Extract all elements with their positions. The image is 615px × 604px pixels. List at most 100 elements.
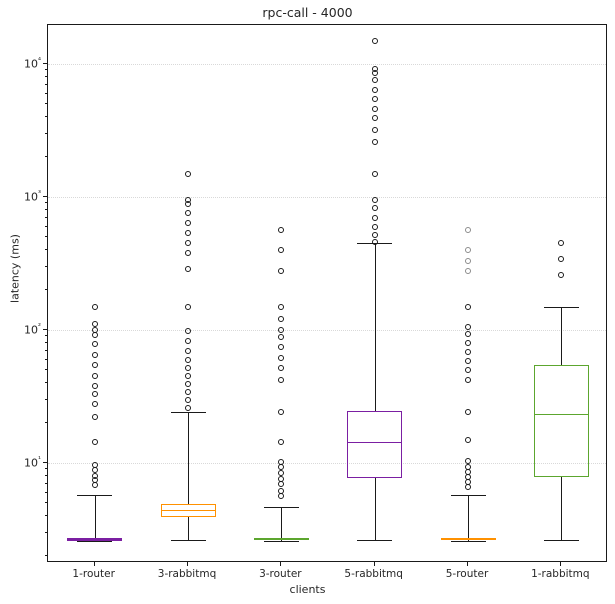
outlier-point <box>278 327 285 333</box>
y-minor-tick-mark <box>44 341 47 343</box>
outlier-point <box>91 361 98 368</box>
outlier-point <box>278 438 285 445</box>
outlier-point <box>91 462 98 469</box>
plot-area <box>47 24 607 562</box>
outlier-point <box>278 409 285 416</box>
x-tick-mark <box>93 562 95 566</box>
x-tick-label-1-router: 1-router <box>72 568 115 580</box>
outlier-point <box>91 472 98 479</box>
y-minor-tick-mark <box>44 381 47 383</box>
outlier-point <box>558 240 565 247</box>
x-tick-label-5-rabbitmq: 5-rabbitmq <box>344 568 403 580</box>
whisker-lower <box>188 517 189 540</box>
outlier-point <box>91 321 98 328</box>
outlier-point <box>371 223 378 230</box>
y-minor-tick-mark <box>44 155 47 157</box>
outlier-point <box>185 209 191 216</box>
y-tick-mark <box>43 196 47 197</box>
outlier-point <box>278 246 285 253</box>
outlier-point <box>558 256 565 263</box>
median-line <box>347 441 403 443</box>
boxplot-3-router <box>48 25 606 561</box>
outlier-point <box>185 240 191 247</box>
x-axis-label: clients <box>289 583 326 596</box>
outlier-point <box>185 219 191 226</box>
outlier-point <box>278 475 285 482</box>
outlier-point <box>278 458 285 465</box>
y-tick-label: 10¹ <box>23 454 41 470</box>
outlier-point <box>185 229 191 236</box>
y-tick-label: 10⁴ <box>23 55 41 71</box>
outlier-point <box>185 373 191 380</box>
cap-lower <box>450 540 486 542</box>
outlier-point <box>371 205 378 212</box>
outlier-point <box>185 328 191 335</box>
median-line <box>533 413 589 415</box>
y-minor-tick-mark <box>44 358 47 360</box>
boxplot-1-router <box>48 25 606 561</box>
outlier-point <box>371 76 378 83</box>
outlier-point <box>465 324 471 331</box>
box-iqr <box>347 411 403 479</box>
outlier-point <box>465 227 471 234</box>
outlier-point <box>465 349 471 356</box>
y-minor-tick-mark <box>44 83 47 85</box>
y-minor-tick-mark <box>44 115 47 117</box>
outlier-point <box>278 487 285 494</box>
cap-lower <box>77 540 113 542</box>
cap-upper <box>263 506 299 508</box>
outlier-point <box>465 409 471 416</box>
y-minor-tick-mark <box>44 474 47 476</box>
y-tick-mark <box>43 63 47 64</box>
outlier-point <box>91 400 98 407</box>
x-tick-mark <box>187 562 188 566</box>
outlier-point <box>278 364 285 371</box>
outlier-point <box>371 238 378 245</box>
outlier-point <box>465 330 471 337</box>
y-minor-tick-mark <box>44 216 47 218</box>
gridline <box>48 197 606 198</box>
y-tick-mark <box>43 462 47 463</box>
y-minor-tick-mark <box>44 502 47 504</box>
outlier-point <box>91 303 98 310</box>
outlier-point <box>185 196 191 203</box>
outlier-point <box>185 265 191 272</box>
cap-upper <box>450 495 486 497</box>
whisker-upper <box>561 306 563 365</box>
outlier-point <box>278 303 285 310</box>
outlier-point <box>91 414 98 421</box>
box-iqr <box>533 364 589 478</box>
y-minor-tick-mark <box>44 202 47 204</box>
x-tick-label-1-rabbitmq: 1-rabbitmq <box>531 568 590 580</box>
y-minor-tick-mark <box>44 225 47 227</box>
outlier-point <box>91 327 98 333</box>
gridline <box>48 330 606 331</box>
outlier-point <box>371 170 378 177</box>
whisker-lower <box>374 478 376 540</box>
y-axis-label: latency (ms) <box>8 234 22 303</box>
outlier-point <box>371 196 378 203</box>
outlier-point <box>278 316 285 323</box>
outlier-point <box>371 115 378 122</box>
y-minor-tick-mark <box>44 514 47 516</box>
y-tick-mark <box>43 329 47 330</box>
median-line <box>253 539 309 541</box>
y-minor-tick-mark <box>44 491 47 493</box>
outlier-point <box>558 271 565 278</box>
outlier-point <box>371 231 378 238</box>
outlier-point <box>185 389 191 396</box>
y-minor-tick-mark <box>44 103 47 105</box>
outlier-point <box>185 347 191 354</box>
y-minor-tick-mark <box>44 531 47 533</box>
whisker-lower <box>561 477 563 540</box>
outlier-point <box>91 341 98 348</box>
x-tick-mark <box>373 562 375 566</box>
whisker-upper <box>281 506 283 538</box>
y-minor-tick-mark <box>44 349 47 351</box>
y-minor-tick-mark <box>44 236 47 238</box>
outlier-point <box>91 391 98 398</box>
whisker-upper <box>374 243 376 412</box>
y-tick-label: 10² <box>23 321 41 337</box>
outlier-point <box>465 358 471 365</box>
outlier-point <box>185 356 191 363</box>
